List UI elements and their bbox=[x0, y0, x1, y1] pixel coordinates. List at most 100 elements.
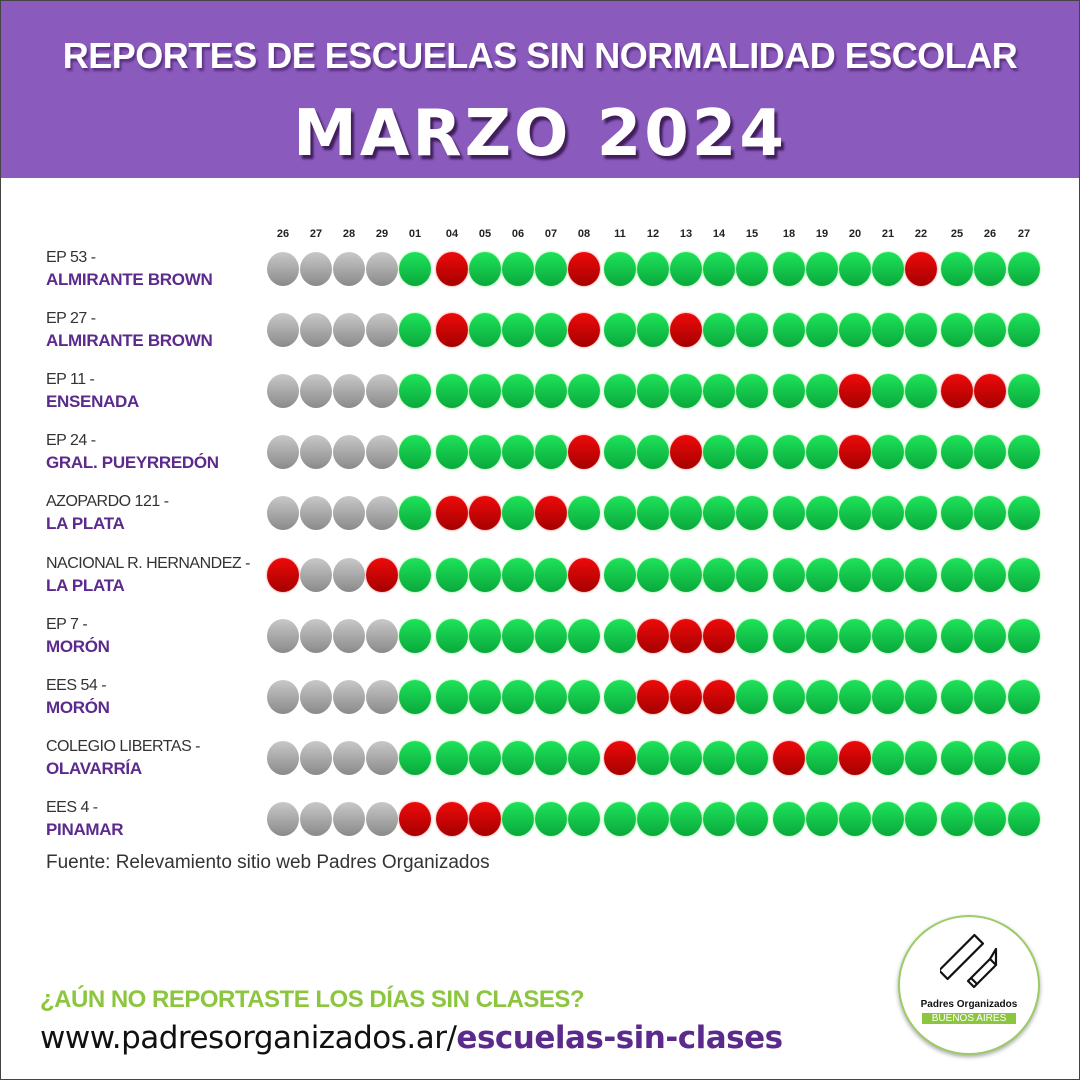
dot-normal bbox=[736, 496, 768, 531]
dot-normal bbox=[941, 496, 973, 531]
dot-normal bbox=[535, 252, 567, 286]
school-label: COLEGIO LIBERTAS - OLAVARRÍA bbox=[46, 736, 261, 780]
dot-normal bbox=[502, 740, 534, 775]
dot-normal bbox=[1008, 801, 1040, 836]
dot-normal bbox=[399, 374, 431, 409]
column-label-3: 29 bbox=[375, 228, 389, 240]
dot-no-normality bbox=[568, 252, 600, 286]
dot-normal bbox=[905, 557, 937, 592]
dot-no-data bbox=[300, 435, 332, 470]
ruler-pencil-icon bbox=[940, 933, 998, 989]
dot-normal bbox=[670, 801, 702, 836]
dot-normal bbox=[872, 740, 904, 775]
dot-normal bbox=[974, 679, 1006, 714]
dot-normal bbox=[773, 313, 805, 348]
dot-no-data bbox=[366, 801, 398, 836]
dot-normal bbox=[872, 679, 904, 714]
dot-normal bbox=[535, 313, 567, 348]
dot-normal bbox=[1008, 435, 1040, 470]
dot-normal bbox=[839, 801, 871, 836]
dot-normal bbox=[974, 801, 1006, 836]
dot-normal bbox=[839, 618, 871, 653]
dot-normal bbox=[905, 618, 937, 653]
dot-normal bbox=[568, 740, 600, 775]
school-name: AZOPARDO 121 - bbox=[46, 493, 169, 511]
dot-no-data bbox=[333, 801, 365, 836]
dot-no-data bbox=[366, 435, 398, 470]
dot-normal bbox=[436, 679, 468, 714]
dot-normal bbox=[436, 740, 468, 775]
dot-no-normality bbox=[568, 435, 600, 470]
school-name: EP 11 - bbox=[46, 371, 95, 389]
dot-normal bbox=[637, 496, 669, 531]
school-label: NACIONAL R. HERNANDEZ - LA PLATA bbox=[46, 553, 261, 597]
column-label-1: 27 bbox=[309, 228, 323, 240]
dot-no-data bbox=[300, 679, 332, 714]
dot-no-data bbox=[300, 252, 332, 286]
dot-normal bbox=[974, 313, 1006, 348]
column-label-12: 13 bbox=[679, 228, 693, 240]
dot-no-data bbox=[333, 679, 365, 714]
dot-normal bbox=[469, 740, 501, 775]
dot-normal bbox=[773, 801, 805, 836]
dot-normal bbox=[535, 435, 567, 470]
dot-normal bbox=[839, 557, 871, 592]
logo-name: Padres Organizados bbox=[920, 999, 1018, 1010]
dot-normal bbox=[399, 435, 431, 470]
dot-normal bbox=[604, 557, 636, 592]
dot-normal bbox=[905, 740, 937, 775]
report-url[interactable]: www.padresorganizados.ar/escuelas-sin-cl… bbox=[40, 1020, 783, 1056]
dot-no-data bbox=[267, 435, 299, 470]
school-label: EP 7 - MORÓN bbox=[46, 614, 261, 658]
dot-no-normality bbox=[703, 679, 735, 714]
school-label: EES 4 - PINAMAR bbox=[46, 797, 261, 841]
dot-no-normality bbox=[773, 740, 805, 775]
dot-normal bbox=[568, 374, 600, 409]
dot-normal bbox=[773, 435, 805, 470]
school-label: EES 54 - MORÓN bbox=[46, 675, 261, 719]
dot-normal bbox=[872, 618, 904, 653]
dot-normal bbox=[502, 679, 534, 714]
dot-normal bbox=[736, 679, 768, 714]
dot-normal bbox=[736, 557, 768, 592]
dot-normal bbox=[469, 313, 501, 348]
dot-no-normality bbox=[436, 252, 468, 286]
dot-normal bbox=[839, 252, 871, 286]
dot-normal bbox=[604, 801, 636, 836]
padres-organizados-logo: Padres Organizados BUENOS AIRES bbox=[898, 915, 1040, 1055]
dot-no-data bbox=[366, 618, 398, 653]
dot-normal bbox=[905, 374, 937, 409]
dot-no-normality bbox=[839, 740, 871, 775]
dot-no-normality bbox=[703, 618, 735, 653]
dot-no-normality bbox=[568, 313, 600, 348]
dot-no-data bbox=[366, 252, 398, 286]
dot-no-normality bbox=[535, 496, 567, 531]
column-label-21: 26 bbox=[983, 228, 997, 240]
dot-normal bbox=[905, 496, 937, 531]
dot-normal bbox=[941, 557, 973, 592]
dot-normal bbox=[502, 374, 534, 409]
dot-normal bbox=[502, 435, 534, 470]
dot-normal bbox=[568, 618, 600, 653]
page-subtitle: MARZO 2024 bbox=[293, 97, 787, 171]
school-name: NACIONAL R. HERNANDEZ - bbox=[46, 554, 250, 572]
dot-no-data bbox=[267, 496, 299, 531]
dot-no-data bbox=[333, 313, 365, 348]
dot-normal bbox=[905, 801, 937, 836]
dot-no-data bbox=[333, 557, 365, 592]
dot-no-data bbox=[366, 374, 398, 409]
dot-normal bbox=[1008, 252, 1040, 286]
dot-no-data bbox=[300, 801, 332, 836]
school-location: LA PLATA bbox=[46, 514, 125, 534]
dot-normal bbox=[1008, 557, 1040, 592]
dot-normal bbox=[535, 801, 567, 836]
dot-normal bbox=[806, 374, 838, 409]
column-label-20: 25 bbox=[950, 228, 964, 240]
dot-no-normality bbox=[670, 618, 702, 653]
dot-no-data bbox=[300, 557, 332, 592]
dot-no-normality bbox=[267, 557, 299, 592]
school-location: ALMIRANTE BROWN bbox=[46, 270, 213, 289]
dot-normal bbox=[535, 618, 567, 653]
dot-no-data bbox=[267, 252, 299, 286]
dot-no-data bbox=[267, 801, 299, 836]
